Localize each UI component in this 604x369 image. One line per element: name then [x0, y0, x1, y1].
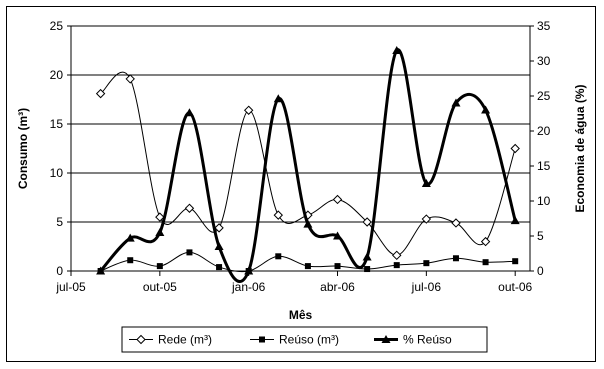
data-point	[95, 88, 106, 99]
y-tick-label: 20	[50, 68, 64, 82]
series-layer	[95, 46, 520, 283]
data-point	[244, 266, 254, 275]
data-point	[362, 252, 372, 261]
y-tick-label: 5	[56, 215, 63, 229]
chart-svg: 0 5 10 15 20 25 0 5 10 15 20 25 30 35 jul-05 out-05 ja…	[16, 19, 587, 353]
y2-tick-label: 5	[537, 229, 544, 243]
data-point	[510, 143, 520, 154]
legend-label: Rede (m³)	[158, 333, 212, 347]
legend: Rede (m³) Reúso (m³) % Reúso	[121, 326, 488, 353]
x-axis-title: Mês	[289, 308, 313, 322]
legend-label: % Reúso	[403, 333, 452, 347]
y2-tick-label: 35	[537, 19, 551, 33]
data-point	[421, 179, 431, 187]
data-point	[421, 214, 432, 224]
data-point	[512, 258, 519, 265]
legend-item: % Reúso	[374, 333, 452, 347]
x-tick-label: out-05	[143, 280, 177, 294]
data-point	[482, 259, 489, 266]
data-point	[127, 257, 134, 264]
data-point	[451, 98, 461, 107]
data-point	[184, 108, 194, 117]
series-line	[99, 48, 517, 283]
data-point	[333, 231, 343, 240]
plot-area	[70, 25, 531, 272]
y2-tick-label: 10	[537, 194, 551, 208]
series-2	[97, 249, 519, 274]
data-point	[275, 253, 282, 260]
x-tick-label: jul-06	[411, 280, 442, 294]
data-point	[481, 105, 491, 114]
right-axis: 0 5 10 15 20 25 30 35	[530, 19, 551, 278]
data-point	[423, 260, 430, 267]
x-axis: jul-05 out-05 jan-06 abr-06 jul-06 out-06	[55, 271, 533, 294]
data-point	[273, 94, 283, 103]
y-tick-label: 25	[50, 19, 64, 33]
y2-tick-label: 15	[537, 159, 551, 173]
data-point	[216, 264, 223, 271]
legend-item: Rede (m³)	[129, 333, 212, 347]
data-point	[362, 217, 372, 227]
chart-frame: 0 5 10 15 20 25 0 5 10 15 20 25 30 35 jul-05 out-05 ja…	[6, 6, 596, 362]
legend-item: Reúso (m³)	[250, 333, 339, 347]
data-point	[510, 216, 520, 225]
left-axis: 0 5 10 15 20 25	[50, 19, 71, 278]
y-tick-label: 10	[50, 166, 64, 180]
data-point	[303, 219, 313, 228]
data-point	[243, 105, 254, 115]
data-point	[451, 218, 461, 228]
data-point	[125, 233, 135, 242]
y2-tick-label: 0	[537, 264, 544, 278]
data-point	[125, 74, 135, 84]
y2-tick-label: 20	[537, 124, 551, 138]
y2-tick-label: 30	[537, 54, 551, 68]
data-point	[186, 249, 193, 256]
data-point	[452, 255, 459, 262]
legend-label: Reúso (m³)	[279, 333, 339, 347]
data-point	[332, 194, 343, 205]
y-axis-title: Consumo (m³)	[16, 108, 30, 189]
y2-axis-title: Economia de água (%)	[573, 84, 587, 212]
data-point	[96, 266, 106, 275]
data-point	[480, 236, 491, 247]
legend-box	[121, 326, 488, 353]
data-point	[334, 263, 341, 270]
series-1	[95, 71, 520, 261]
x-tick-label: out-06	[498, 280, 532, 294]
data-point	[155, 228, 165, 236]
data-point	[184, 203, 195, 213]
y-tick-label: 15	[50, 117, 64, 131]
y-tick-label: 0	[56, 264, 63, 278]
data-point	[156, 263, 163, 270]
x-tick-label: jan-06	[231, 280, 266, 294]
data-point	[155, 212, 165, 222]
data-point	[304, 263, 311, 270]
legend-marker	[136, 334, 146, 345]
data-point	[393, 262, 400, 269]
data-point	[364, 266, 371, 273]
x-tick-label: abr-06	[320, 280, 355, 294]
legend-marker	[259, 336, 265, 343]
x-tick-label: jul-05	[55, 280, 86, 294]
data-point	[214, 223, 224, 233]
data-point	[273, 210, 283, 220]
data-point	[214, 242, 224, 250]
data-point	[392, 250, 402, 261]
y2-tick-label: 25	[537, 89, 551, 103]
series-3	[96, 46, 520, 283]
legend-marker	[381, 335, 391, 343]
data-point	[392, 46, 402, 54]
